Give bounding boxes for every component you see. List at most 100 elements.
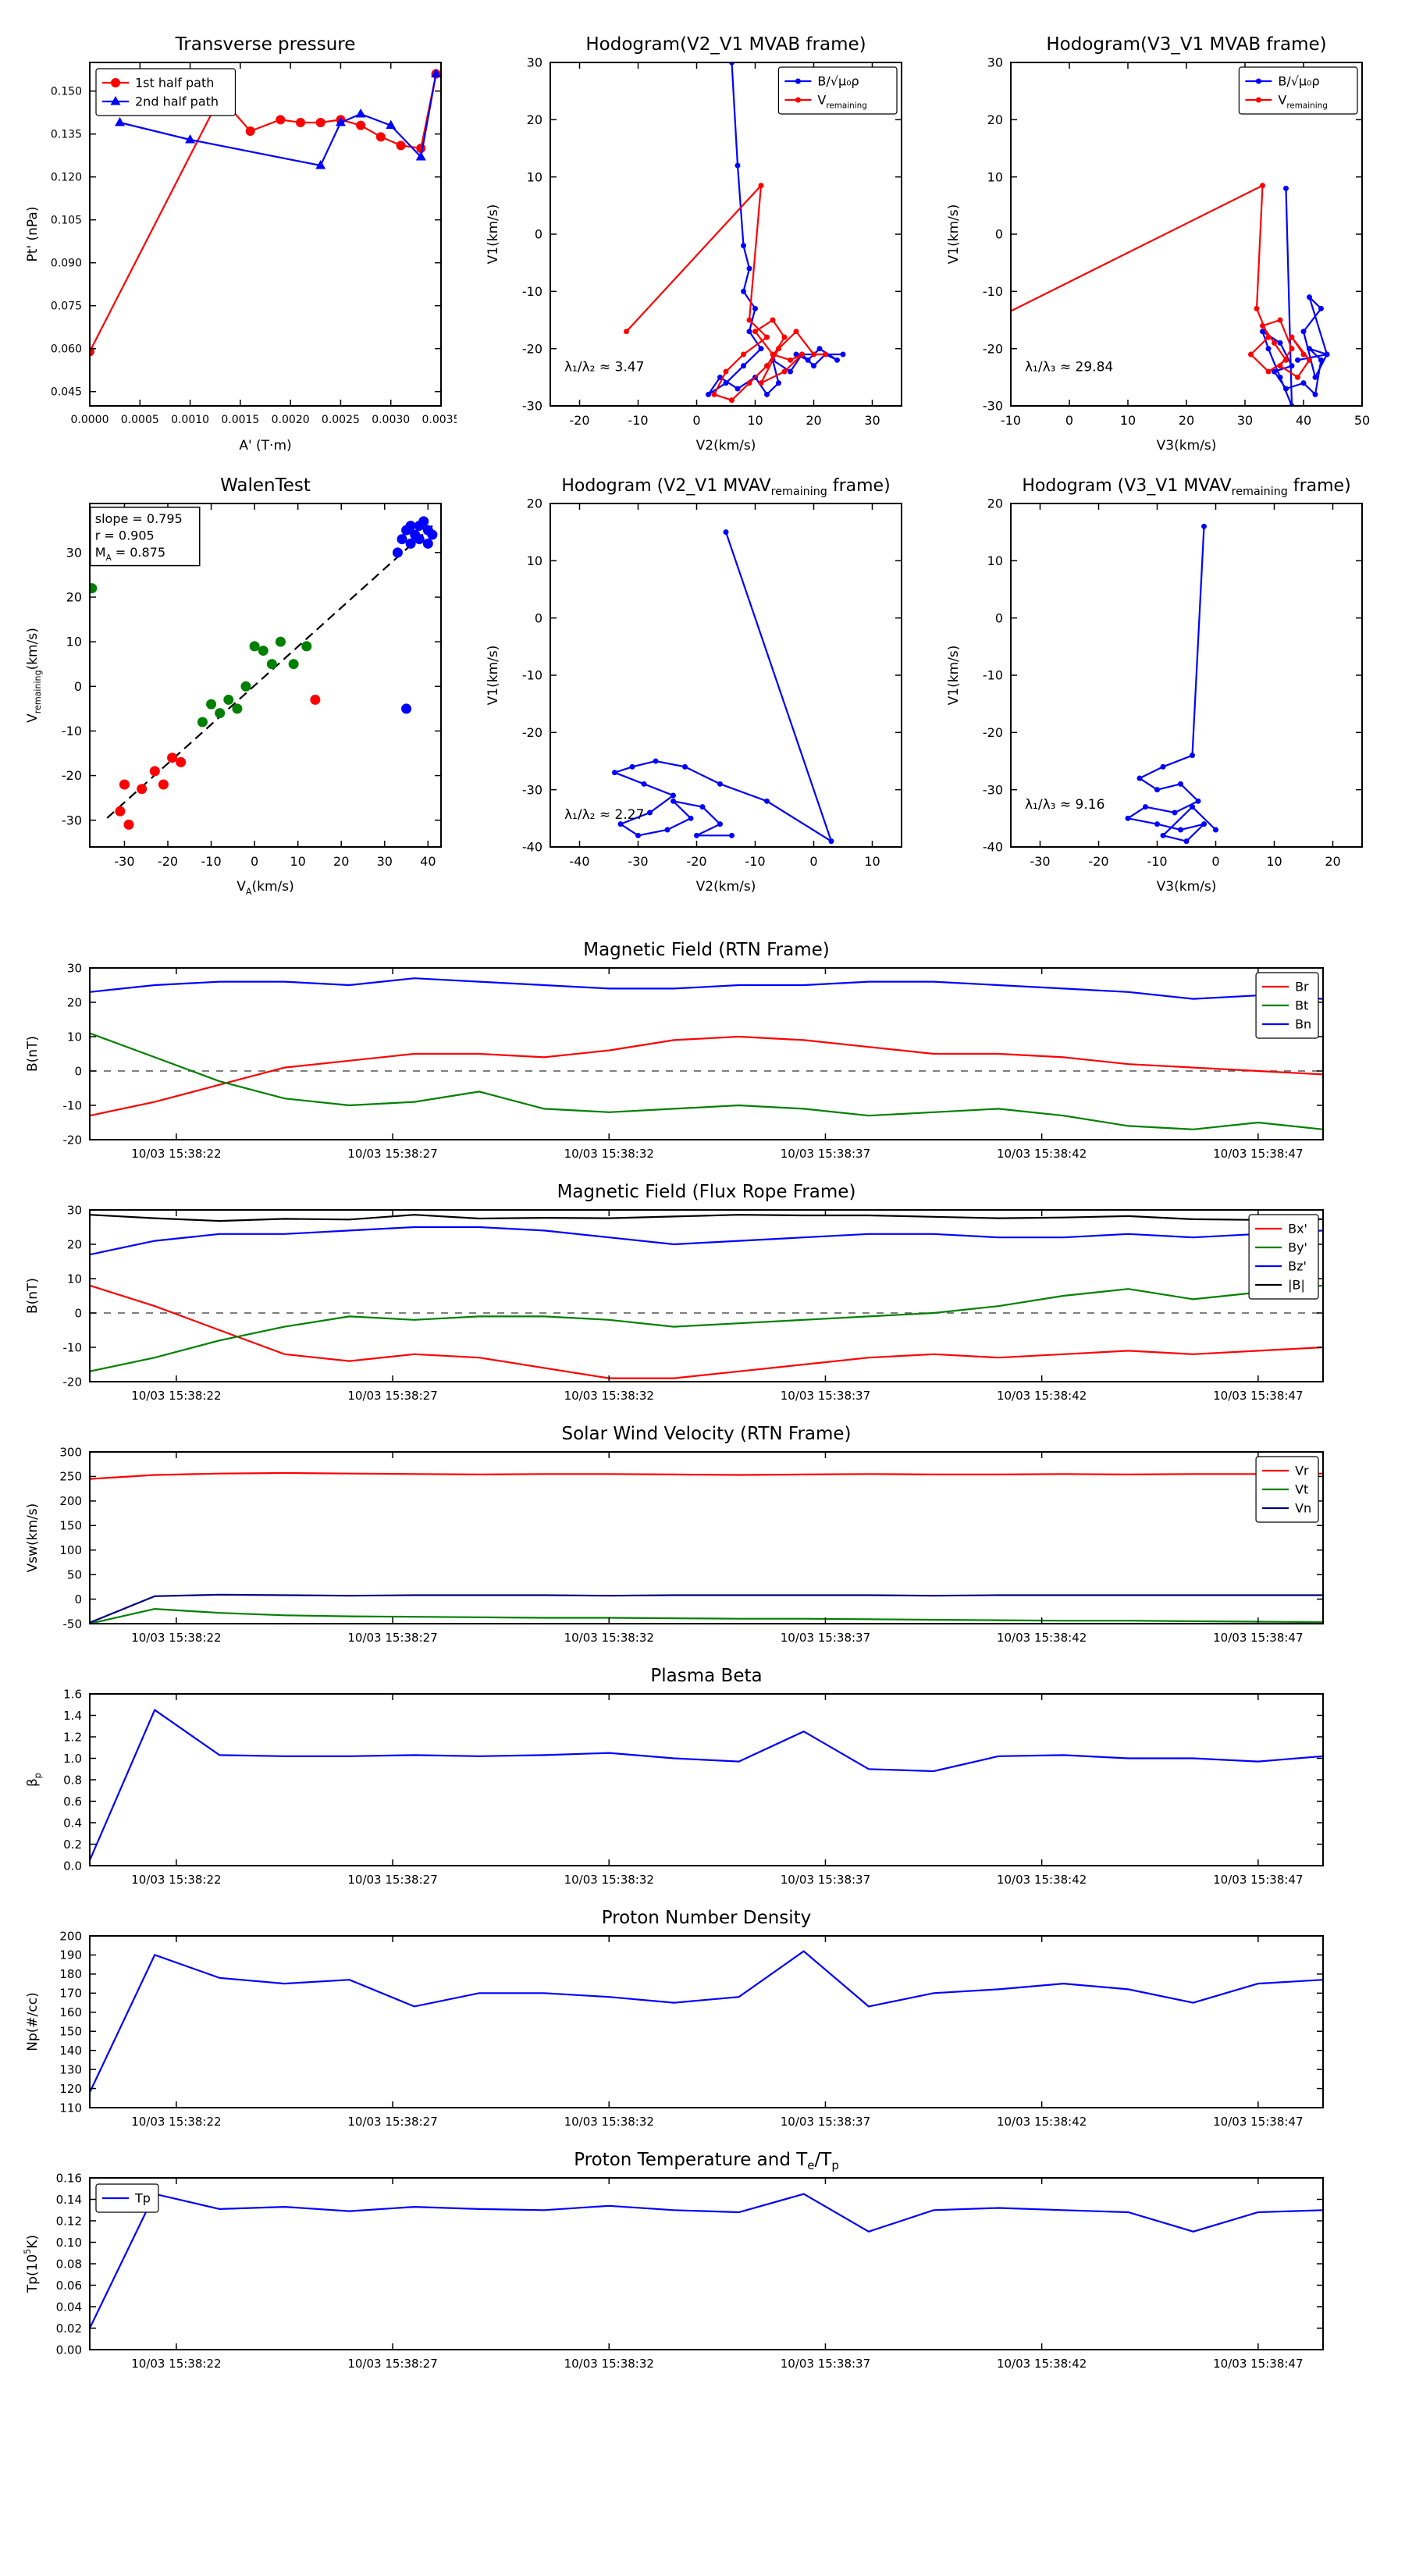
y-axis-label: B(nT) bbox=[25, 1278, 41, 1314]
chart-title: Plasma Beta bbox=[650, 1666, 762, 1686]
y-tick-label: -30 bbox=[522, 782, 542, 797]
y-tick-label: 200 bbox=[59, 1494, 82, 1508]
chart-title: Magnetic Field (RTN Frame) bbox=[583, 940, 830, 960]
x-tick-label: 10/03 15:38:37 bbox=[781, 2115, 870, 2129]
y-axis-label: Tp(105K) bbox=[23, 2235, 41, 2293]
series-babs bbox=[90, 1214, 1323, 1222]
y-tick-label: 180 bbox=[59, 1967, 82, 1981]
y-tick-label: 1.2 bbox=[63, 1730, 82, 1744]
y-tick-label: 300 bbox=[59, 1445, 82, 1459]
chart-hodogram-v3v1-mvav: -30 -20 -10 0 10 20 -40 -30 -20 -10 0 10 20 Hodogram … bbox=[933, 463, 1378, 905]
x-tick-label: 10/03 15:38:42 bbox=[997, 1631, 1087, 1645]
chart-svg-np: 10/03 15:38:22 10/03 15:38:27 10/03 15:38:… bbox=[25, 1908, 1324, 2129]
x-tick-label: -20 bbox=[569, 413, 589, 428]
x-tick-label: 0.0000 bbox=[71, 414, 109, 426]
chart-title: Proton Number Density bbox=[602, 1908, 812, 1928]
x-tick-label: 10/03 15:38:37 bbox=[781, 1147, 870, 1161]
chart-svg-b_rtn: 10/03 15:38:22 10/03 15:38:27 10/03 15:38:… bbox=[25, 940, 1324, 1161]
y-tick-label: 20 bbox=[67, 1237, 82, 1251]
x-tick-label: 0 bbox=[251, 854, 258, 869]
y-tick-label: 10 bbox=[527, 169, 542, 184]
legend bbox=[95, 68, 237, 116]
series-np-density bbox=[90, 1950, 1323, 2093]
x-tick-label: 10/03 15:38:32 bbox=[564, 1389, 654, 1403]
chart-title: Hodogram (V3_V1 MVAVremaining frame) bbox=[1022, 476, 1350, 498]
x-tick-label: -10 bbox=[745, 854, 765, 869]
series-vn bbox=[90, 1593, 1323, 1624]
y-tick-label: 0.4 bbox=[63, 1816, 82, 1830]
y-tick-label: 1.4 bbox=[63, 1709, 82, 1723]
chart-solar-wind-velocity: 10/03 15:38:22 10/03 15:38:27 10/03 15:38:… bbox=[16, 1419, 1389, 1655]
x-tick-label: 0.0020 bbox=[272, 414, 310, 426]
y-tick-label: 0.04 bbox=[56, 2300, 82, 2314]
x-tick-label: 0.0025 bbox=[322, 414, 360, 426]
x-axis-label: V3(km/s) bbox=[1157, 879, 1217, 895]
y-tick-label: -10 bbox=[63, 1340, 83, 1354]
x-tick-label: 0.0030 bbox=[372, 414, 410, 426]
y-tick-label: -20 bbox=[62, 768, 82, 783]
legend-label: Bz' bbox=[1288, 1259, 1307, 1274]
y-tick-label: -30 bbox=[522, 399, 542, 414]
y-tick-label: 0.075 bbox=[51, 301, 82, 313]
y-axis-label: B(nT) bbox=[25, 1036, 41, 1072]
y-tick-label: 0.12 bbox=[56, 2214, 82, 2228]
y-tick-label: -20 bbox=[983, 725, 1003, 740]
x-tick-label: 10/03 15:38:27 bbox=[347, 2357, 437, 2371]
x-tick-label: 0.0035 bbox=[422, 414, 457, 426]
y-tick-label: 0.16 bbox=[56, 2171, 82, 2185]
y-tick-label: 0.06 bbox=[56, 2279, 82, 2293]
chart-svg-hodo_v2v1_mvav: -40 -30 -20 -10 0 10 -40 -30 -20 -10 0 10 20 Hodogram… bbox=[486, 476, 902, 895]
x-axis-label: VA(km/s) bbox=[237, 879, 293, 897]
chart-svg-b_fluxrope: 10/03 15:38:22 10/03 15:38:27 10/03 15:38:… bbox=[25, 1182, 1324, 1403]
y-tick-label: 20 bbox=[66, 590, 82, 605]
y-tick-label: 20 bbox=[987, 496, 1003, 511]
y-tick-label: -30 bbox=[983, 399, 1003, 414]
y-tick-label: -10 bbox=[63, 1098, 83, 1112]
y-tick-label: 200 bbox=[59, 1929, 82, 1943]
chart-hodogram-v2v1-mvav: -40 -30 -20 -10 0 10 -40 -30 -20 -10 0 10 20 Hodogram… bbox=[472, 463, 917, 905]
x-tick-label: 10/03 15:38:27 bbox=[347, 1389, 437, 1403]
y-tick-label: 0.150 bbox=[51, 86, 82, 98]
chart-title: WalenTest bbox=[220, 475, 311, 496]
legend-label: 1st half path bbox=[135, 76, 214, 91]
x-tick-label: 10/03 15:38:47 bbox=[1213, 2115, 1303, 2129]
y-tick-label: 0.8 bbox=[63, 1773, 82, 1787]
y-tick-label: -10 bbox=[62, 724, 82, 738]
y-axis-label: V1(km/s) bbox=[946, 646, 962, 706]
y-tick-label: -30 bbox=[983, 782, 1003, 797]
x-tick-label: 10/03 15:38:22 bbox=[131, 1873, 221, 1887]
y-tick-label: 0.090 bbox=[51, 258, 82, 270]
legend-label: Vremaining bbox=[1278, 93, 1327, 111]
legend-label: |B| bbox=[1288, 1278, 1305, 1293]
series-second-half-path bbox=[119, 73, 437, 167]
y-axis-label: V1(km/s) bbox=[486, 646, 501, 706]
y-tick-label: 0 bbox=[74, 1306, 82, 1320]
x-tick-label: 10 bbox=[290, 854, 305, 869]
y-tick-label: 0 bbox=[535, 610, 542, 625]
chart-walen-test: -30 -20 -10 0 10 20 30 40 -30 -20 -10 0 10 20 30 WalenT… bbox=[12, 463, 457, 905]
legend bbox=[1248, 1214, 1319, 1300]
chart-svg-vsw: 10/03 15:38:22 10/03 15:38:27 10/03 15:38:… bbox=[25, 1424, 1324, 1645]
chart-title: Hodogram(V2_V1 MVAB frame) bbox=[585, 34, 866, 55]
x-tick-label: 10 bbox=[864, 854, 880, 869]
legend-label: Vremaining bbox=[817, 93, 866, 111]
x-tick-label: 10 bbox=[747, 413, 763, 428]
legend-label: Vn bbox=[1295, 1501, 1311, 1516]
x-tick-label: 10/03 15:38:42 bbox=[997, 1147, 1087, 1161]
series-br bbox=[90, 1035, 1323, 1117]
x-tick-label: 20 bbox=[333, 854, 349, 869]
series-v-path bbox=[625, 183, 826, 401]
x-tick-label: 10/03 15:38:42 bbox=[997, 2357, 1087, 2371]
chart-title: Proton Temperature and Te/Tp bbox=[574, 2150, 839, 2172]
y-tick-label: -40 bbox=[983, 840, 1003, 855]
annotation: slope = 0.795 bbox=[95, 511, 183, 526]
axes-frame bbox=[89, 1209, 1324, 1382]
y-axis-label: Pt' (nPa) bbox=[25, 207, 41, 262]
x-tick-label: 0 bbox=[809, 854, 817, 869]
y-tick-label: 50 bbox=[67, 1567, 82, 1582]
y-axis-label: V1(km/s) bbox=[946, 205, 962, 265]
y-tick-label: -10 bbox=[522, 284, 542, 299]
y-tick-label: 20 bbox=[527, 496, 542, 511]
y-tick-label: 1.6 bbox=[63, 1687, 82, 1701]
y-tick-label: 10 bbox=[527, 553, 542, 568]
